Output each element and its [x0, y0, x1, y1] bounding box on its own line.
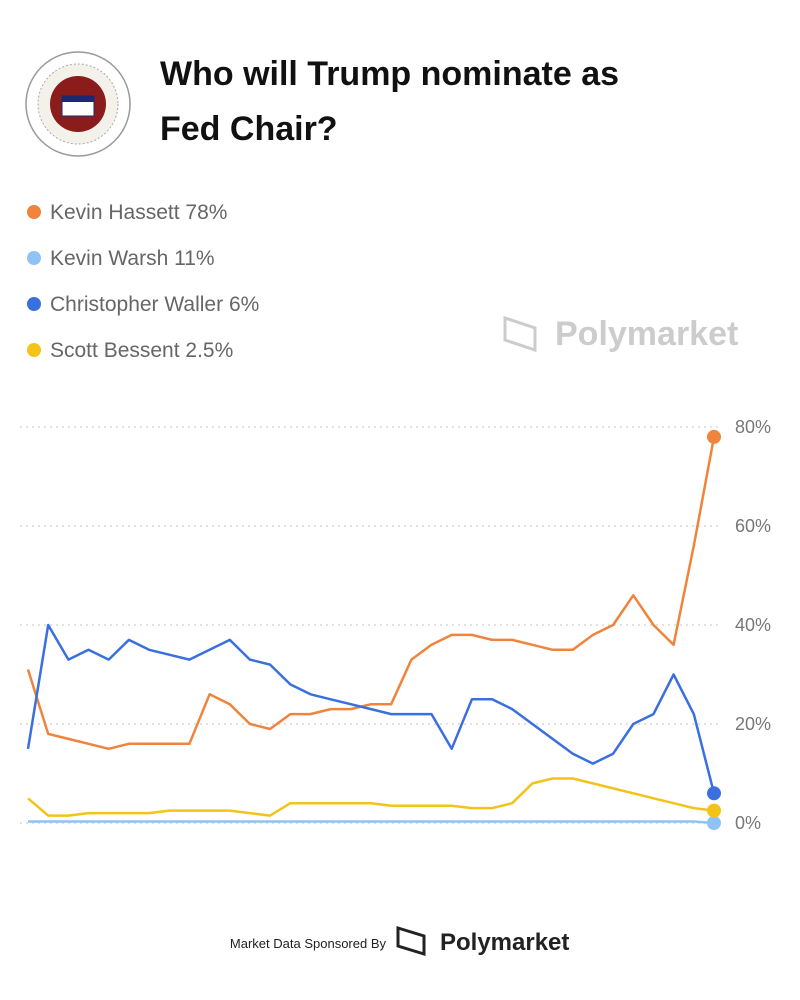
series-line — [27, 777, 715, 817]
legend-label: Kevin Warsh 11% — [50, 247, 215, 270]
y-tick-label: 0% — [735, 813, 761, 833]
legend-name: Scott Bessent — [50, 339, 180, 362]
y-tick-label: 20% — [735, 714, 771, 734]
legend-value: 2.5% — [185, 339, 233, 362]
legend-label: Kevin Hassett 78% — [50, 201, 227, 224]
series-line — [26, 623, 716, 794]
legend-name: Kevin Hassett — [50, 201, 180, 224]
legend-name: Christopher Waller — [50, 293, 223, 316]
fed-seal — [25, 51, 131, 157]
footer-brand: Polymarket — [440, 929, 569, 956]
legend-dot — [27, 205, 41, 219]
y-tick-label: 80% — [735, 417, 771, 437]
brand-logo — [396, 925, 426, 957]
legend-name: Kevin Warsh — [50, 247, 168, 270]
legend-label: Christopher Waller 6% — [50, 293, 259, 316]
legend-dot — [27, 297, 41, 311]
y-tick-label: 40% — [735, 615, 771, 635]
watermark: Polymarket — [503, 315, 738, 353]
end-dot — [707, 803, 721, 818]
watermark-text: Polymarket — [555, 315, 738, 353]
legend-value: 6% — [229, 293, 259, 316]
legend-value: 11% — [174, 247, 214, 270]
chart-title: Who will Trump nominate as — [160, 55, 619, 93]
end-dot — [707, 429, 721, 444]
end-dot — [707, 816, 721, 830]
legend-label: Scott Bessent 2.5% — [50, 339, 233, 362]
legend-value: 78% — [185, 201, 227, 224]
series-line — [28, 820, 715, 825]
chart-title: Fed Chair? — [160, 110, 338, 148]
legend-dot — [27, 251, 41, 265]
footer-text: Market Data Sponsored By — [230, 936, 387, 951]
series-line — [26, 436, 716, 751]
y-tick-label: 60% — [735, 516, 771, 536]
end-dot — [707, 786, 721, 801]
legend-dot — [27, 343, 41, 357]
